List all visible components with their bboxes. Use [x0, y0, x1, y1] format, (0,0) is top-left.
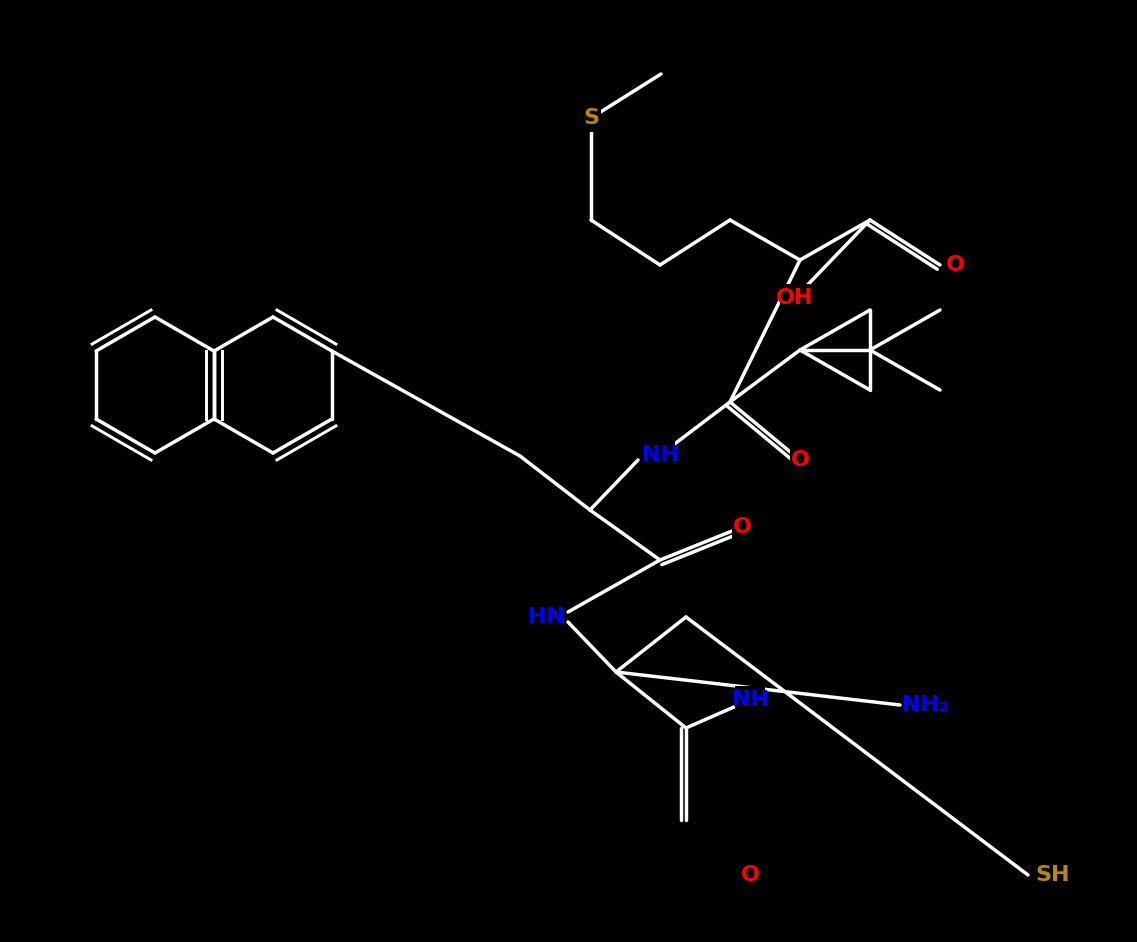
- FancyBboxPatch shape: [645, 441, 675, 469]
- FancyBboxPatch shape: [780, 284, 810, 312]
- FancyBboxPatch shape: [945, 251, 965, 279]
- Text: NH: NH: [641, 445, 679, 465]
- FancyBboxPatch shape: [581, 104, 601, 132]
- Text: O: O: [790, 450, 810, 470]
- Text: O: O: [732, 517, 752, 537]
- FancyBboxPatch shape: [531, 603, 561, 631]
- Text: NH: NH: [731, 690, 769, 710]
- FancyBboxPatch shape: [790, 446, 810, 474]
- Text: HN: HN: [528, 607, 564, 627]
- Text: O: O: [740, 865, 760, 885]
- FancyBboxPatch shape: [905, 691, 945, 719]
- FancyBboxPatch shape: [740, 861, 760, 889]
- Text: S: S: [583, 108, 599, 128]
- FancyBboxPatch shape: [735, 686, 765, 714]
- FancyBboxPatch shape: [1038, 861, 1068, 889]
- Text: O: O: [946, 255, 964, 275]
- Text: SH: SH: [1036, 865, 1070, 885]
- Text: OH: OH: [777, 288, 814, 308]
- FancyBboxPatch shape: [732, 513, 752, 541]
- Text: NH₂: NH₂: [902, 695, 948, 715]
